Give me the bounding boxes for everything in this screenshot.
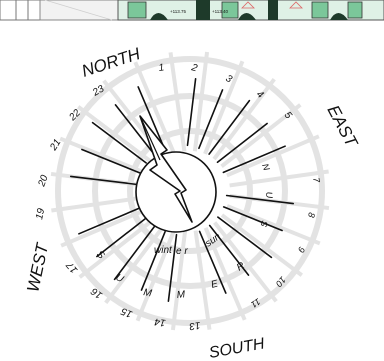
season-words: S U M M E R wint e r sun N U S	[94, 162, 275, 301]
hour-ray-17	[78, 206, 142, 235]
north-arrow-icon	[139, 115, 193, 223]
summer-letter-r: R	[235, 260, 247, 273]
hour-ray-4	[216, 122, 268, 164]
hour-label-15: 15	[119, 305, 134, 320]
hour-ray-20	[81, 148, 142, 174]
faint-spoke-9	[220, 213, 304, 277]
faint-spoke-17	[60, 204, 154, 248]
hour-label-23: 23	[90, 83, 106, 99]
hour-label-11: 11	[249, 296, 262, 310]
hour-label-7: 7	[311, 177, 322, 185]
faint-spoke-12	[193, 230, 212, 330]
faint-spoke-16	[78, 214, 160, 279]
faint-spoke-23	[133, 61, 177, 155]
hour-ray-16	[96, 216, 148, 258]
site-plan-strip: +113.75 +113.40	[0, 0, 384, 21]
faint-spokes	[50, 51, 330, 331]
east-letter-s: S	[259, 219, 270, 227]
faint-spoke-6	[229, 169, 329, 188]
hour-ray-9	[217, 216, 273, 259]
hour-ray-21	[91, 121, 147, 164]
hour-label-4: 4	[254, 89, 266, 101]
hour-rays	[70, 78, 295, 303]
hour-ray-1	[186, 78, 197, 147]
faint-spoke-3	[212, 77, 276, 161]
direction-north: NORTH	[79, 44, 143, 81]
hour-label-21: 21	[48, 137, 64, 153]
faint-spoke-21	[76, 105, 160, 169]
hour-label-19: 19	[34, 207, 47, 221]
hour-ray-10	[208, 224, 250, 276]
faint-spoke-20	[59, 136, 154, 178]
hour-label-10: 10	[274, 275, 288, 289]
north-arrow-shaft	[139, 115, 161, 161]
hour-ray-3	[208, 99, 251, 155]
faint-spoke-14	[135, 227, 177, 322]
hour-ray-8	[222, 206, 283, 232]
faint-spoke-18	[51, 194, 151, 213]
hour-label-8: 8	[306, 212, 317, 219]
east-letter-u: U	[264, 191, 275, 199]
summer-letter-m2: M	[176, 289, 186, 301]
faint-spoke-15	[104, 221, 168, 305]
faint-spoke-11	[203, 227, 247, 321]
compass-center-circle	[135, 151, 217, 233]
faint-spoke-1	[192, 51, 210, 152]
hour-ray-22	[114, 104, 156, 156]
faint-spoke-5	[226, 134, 320, 178]
faint-spoke-10	[213, 221, 278, 303]
faint-rings	[55, 56, 325, 326]
hour-label-14: 14	[153, 315, 166, 328]
hour-ray-13	[167, 233, 178, 303]
hour-ray-5	[222, 145, 286, 174]
summer-letter-e: E	[210, 278, 220, 290]
winter-word-end: e r	[176, 246, 188, 257]
faint-spoke-2	[203, 60, 245, 155]
hour-label-9: 9	[296, 245, 307, 254]
hour-label-5: 5	[282, 110, 294, 122]
hour-label-1: 1	[158, 62, 165, 74]
direction-east: EAST	[323, 102, 361, 152]
hour-ray-23	[137, 86, 166, 150]
hour-ray-15	[113, 225, 156, 281]
hour-ray-14	[140, 230, 166, 291]
direction-south: SOUTH	[208, 335, 267, 361]
hour-label-13: 13	[188, 319, 201, 332]
hour-ray-7	[225, 194, 295, 205]
summer-letter-m1: M	[142, 287, 153, 299]
winter-word: wint	[154, 245, 173, 256]
faint-spoke-0	[168, 52, 187, 152]
faint-spoke-8	[226, 204, 321, 246]
hour-ray-11	[198, 230, 227, 294]
direction-west: WEST	[23, 240, 52, 294]
hour-label-3: 3	[224, 73, 235, 86]
hour-label-2: 2	[189, 62, 199, 74]
hour-ray-2	[198, 89, 224, 150]
east-letter-n: N	[260, 162, 272, 172]
faint-spoke-4	[220, 103, 302, 168]
elevation-label-left: +113.75	[170, 9, 187, 14]
elevation-label-right: +113.40	[212, 9, 229, 14]
faint-spoke-13	[170, 230, 188, 331]
hour-ray-19	[70, 175, 139, 186]
hour-label-20: 20	[36, 173, 51, 189]
